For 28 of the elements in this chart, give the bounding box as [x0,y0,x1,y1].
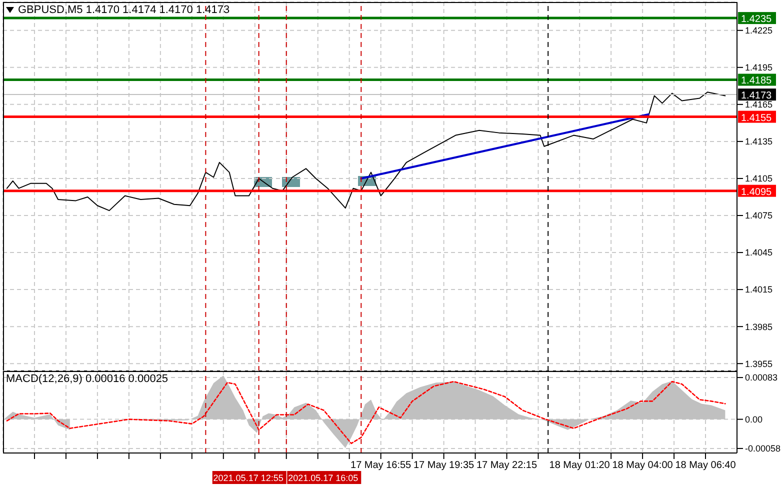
x-tick-label: 17 May 16:55 [350,460,412,472]
y-tick-label: 0.00083 [745,372,778,383]
y-tick-label: 1.4105 [745,174,773,184]
ref-line-label: 1.4155 [741,112,772,124]
x-tick-label: 18 May 06:40 [675,460,736,472]
y-tick-label: 1.3985 [745,322,773,332]
x-tick-label: 17 May 19:35 [413,460,475,472]
y-tick-label: 1.4015 [745,284,773,295]
y-tick-label: 1.4165 [745,100,773,110]
ref-line-label: 1.4185 [741,76,772,87]
y-tick-label: 1.4225 [745,26,773,36]
ref-line-label: 2021.05.17 16:05 [288,473,358,483]
y-tick-label: 1.4075 [745,210,773,221]
chart-title: MACD(12,26,9) 0.00016 0.00025 [6,373,168,385]
x-tick-label: 18 May 01:20 [549,460,610,472]
ref-line-label: 1.4095 [741,186,772,198]
y-tick-label: -0.00058 [745,444,781,454]
x-tick-label: 17 May 22:15 [476,460,538,472]
y-tick-label: 0.00 [745,414,763,424]
ref-line-label: 1.4235 [741,14,772,26]
ref-line-label: 1.4173 [741,90,772,102]
y-tick-label: 1.3955 [745,358,773,369]
y-tick-label: 1.4045 [745,248,773,258]
chart-title: GBPUSD,M5 1.4170 1.4174 1.4170 1.4173 [18,4,230,16]
y-tick-label: 1.4135 [745,136,773,147]
x-tick-label: 18 May 04:00 [612,460,674,472]
y-tick-label: 1.4195 [745,62,773,73]
ref-line-label: 2021.05.17 12:55 [213,473,284,483]
